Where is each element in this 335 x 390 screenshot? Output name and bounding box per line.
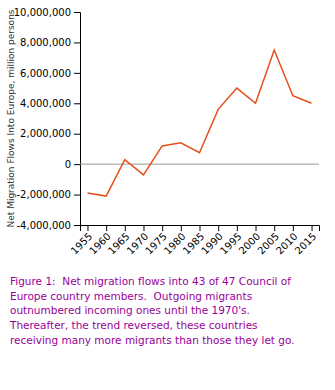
y-tick-label: 10,000,000 <box>14 7 71 18</box>
y-tick-label: 4,000,000 <box>20 98 71 109</box>
x-tick-mark <box>256 225 257 231</box>
x-tick-mark <box>218 225 219 231</box>
x-tick-mark <box>87 225 88 231</box>
y-tick: 4,000,000 <box>20 98 80 109</box>
x-tick: 2015 <box>293 225 319 256</box>
y-tick: 6,000,000 <box>20 68 80 79</box>
caption-line: Europe country members. Outgoing migrant… <box>10 290 252 302</box>
y-tick-label: -2,000,000 <box>16 189 71 200</box>
y-axis: -4,000,000 -2,000,000 0 2,000,000 4,000,000 6… <box>14 7 81 231</box>
y-tick-mark <box>74 195 80 196</box>
x-tick-mark <box>200 225 201 231</box>
y-tick-label: 8,000,000 <box>20 37 71 48</box>
caption-line: receiving many more migrants than those … <box>10 334 295 346</box>
y-tick: 0 <box>65 159 80 170</box>
y-axis-title: Net Migration Flows Into Europe, million… <box>6 9 16 227</box>
chart: -4,000,000 -2,000,000 0 2,000,000 4,000,000 6… <box>0 0 335 390</box>
caption-line: Thereafter, the trend reversed, these co… <box>9 319 258 331</box>
x-tick-mark <box>106 225 107 231</box>
marks <box>80 50 319 196</box>
x-tick-mark <box>237 225 238 231</box>
data-line <box>87 50 311 196</box>
y-tick-label: -4,000,000 <box>16 220 71 231</box>
y-tick-mark <box>74 103 80 104</box>
y-tick-mark <box>74 12 80 13</box>
y-tick-label: 6,000,000 <box>20 68 71 79</box>
y-tick-label: 0 <box>65 159 71 170</box>
y-axis-line <box>74 13 81 226</box>
x-tick-mark <box>125 225 126 231</box>
y-tick-mark <box>74 134 80 135</box>
y-tick-mark <box>74 42 80 43</box>
x-tick-mark <box>143 225 144 231</box>
y-tick: -4,000,000 <box>16 220 80 231</box>
y-tick-mark <box>74 73 80 74</box>
x-axis: 1955196019651970197519801985199019952000… <box>69 225 320 256</box>
x-tick-mark <box>162 225 163 231</box>
y-tick: 2,000,000 <box>20 128 80 139</box>
y-tick: 10,000,000 <box>14 7 80 18</box>
x-tick-mark <box>312 225 313 231</box>
x-tick-mark <box>274 225 275 231</box>
plot: -4,000,000 -2,000,000 0 2,000,000 4,000,000 6… <box>14 7 320 257</box>
x-axis-line <box>81 226 320 232</box>
y-tick-mark <box>74 164 80 165</box>
x-tick-label: 2015 <box>293 231 319 257</box>
y-tick-mark <box>74 225 80 226</box>
x-tick-mark <box>293 225 294 231</box>
caption-line: outnumbered incoming ones until the 1970… <box>10 304 250 316</box>
y-tick-label: 2,000,000 <box>20 128 71 139</box>
x-tick-mark <box>181 225 182 231</box>
reference-line <box>80 164 319 165</box>
y-tick: -2,000,000 <box>16 189 80 200</box>
caption: Figure 1: Net migration flows into 43 of… <box>9 275 295 346</box>
caption-line: Figure 1: Net migration flows into 43 of… <box>10 275 291 287</box>
y-tick: 8,000,000 <box>20 37 80 48</box>
